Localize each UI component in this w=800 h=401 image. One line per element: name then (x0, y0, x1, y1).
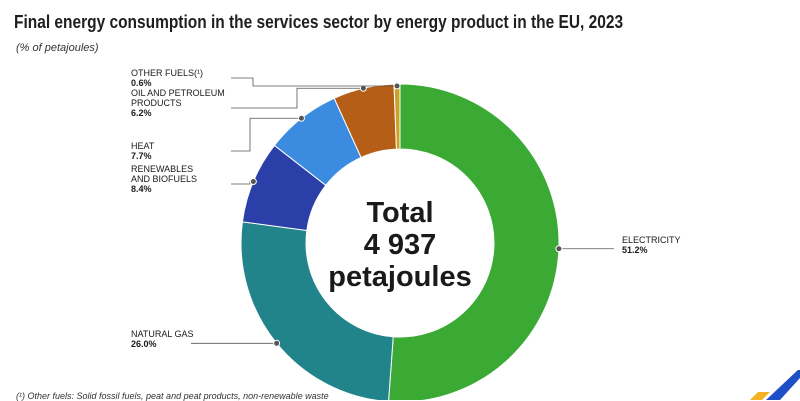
slice-value-other-fuels: 0.6% (131, 78, 152, 88)
donut-hole (307, 150, 493, 336)
leader-dot-renewables-and-biofuels (249, 178, 257, 186)
slice-value-oil-and-petroleum-products: 6.2% (131, 108, 152, 118)
slice-label-renewables-and-biofuels: RENEWABLES AND BIOFUELS (131, 164, 197, 184)
slice-value-renewables-and-biofuels: 8.4% (131, 184, 152, 194)
center-total-label: Total (366, 197, 433, 229)
leader-dot-electricity (555, 245, 563, 253)
leader-dot-heat (297, 114, 305, 122)
slice-label-other-fuels: OTHER FUELS(¹) (131, 68, 203, 78)
slice-value-natural-gas: 26.0% (131, 339, 157, 349)
slice-value-heat: 7.7% (131, 151, 152, 161)
slice-label-oil-and-petroleum-products: OIL AND PETROLEUM PRODUCTS (131, 88, 225, 108)
center-total-value: 4 937 (364, 229, 437, 261)
slice-label-heat: HEAT (131, 141, 155, 151)
logo-blue-stripe (766, 370, 800, 400)
slice-natural-gas (240, 221, 394, 400)
leader-dot-natural-gas (273, 339, 281, 347)
brand-logo (750, 370, 800, 400)
leader-line-oil-and-petroleum-products (231, 87, 364, 109)
logo-yellow-stripe (750, 392, 770, 400)
center-total-unit: petajoules (328, 261, 471, 293)
slice-label-natural-gas: NATURAL GAS (131, 329, 194, 339)
leader-line-heat (231, 117, 302, 152)
slice-value-electricity: 51.2% (622, 245, 648, 255)
leader-line-other-fuels (231, 77, 398, 87)
slice-label-electricity: ELECTRICITY (622, 235, 681, 245)
footnote: (¹) Other fuels: Solid fossil fuels, pea… (16, 391, 329, 401)
chart-subtitle: (% of petajoules) (16, 42, 99, 54)
leader-dot-other-fuels (393, 82, 401, 90)
chart-title: Final energy consumption in the services… (14, 12, 624, 32)
leader-dot-oil-and-petroleum-products (359, 84, 367, 92)
